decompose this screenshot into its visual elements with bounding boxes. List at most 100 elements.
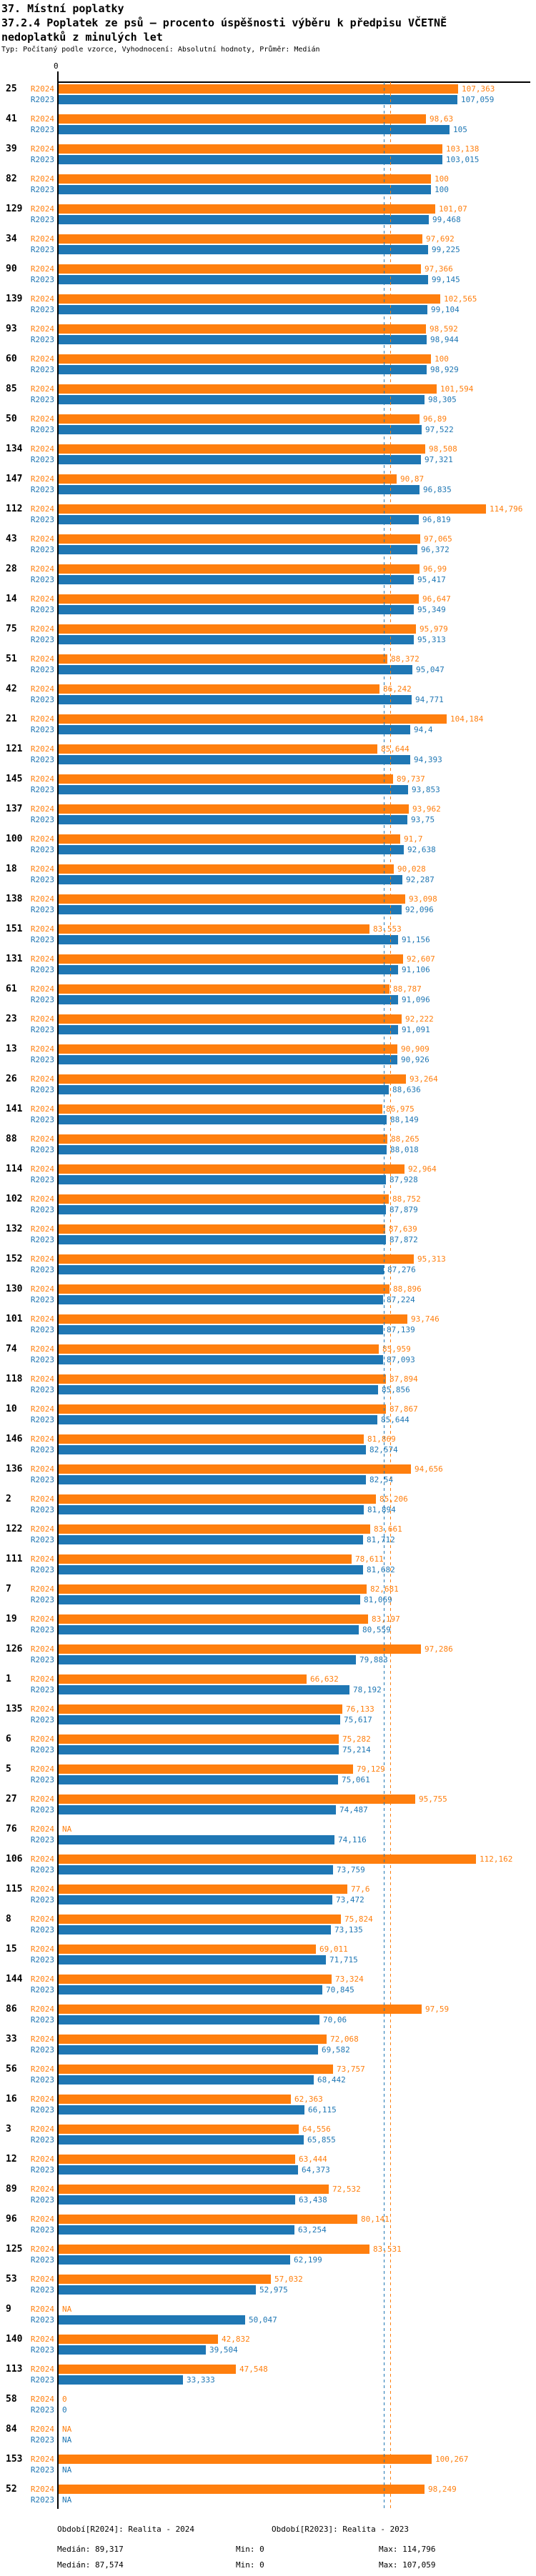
series-label-r2023: R2023 — [30, 1325, 54, 1334]
bar-r2024 — [59, 504, 486, 514]
bar-r2023 — [59, 1295, 383, 1304]
value-label-r2023: 98,944 — [430, 335, 459, 344]
series-label-r2023: R2023 — [30, 125, 54, 134]
value-label-r2023: 68,442 — [317, 2075, 346, 2085]
row-id-label: 12 — [6, 2154, 17, 2165]
bar-r2024 — [59, 174, 431, 184]
series-label-r2023: R2023 — [30, 2015, 54, 2025]
row-id-label: 15 — [6, 1944, 17, 1955]
bar-r2023 — [59, 1325, 383, 1334]
row-id-label: 86 — [6, 2004, 17, 2015]
value-label-r2023: 91,091 — [402, 1025, 430, 1034]
series-label-r2024: R2024 — [30, 714, 54, 724]
value-label-r2024: 94,656 — [415, 1464, 443, 1474]
bar-r2023 — [59, 725, 410, 734]
value-label-r2024: 93,264 — [410, 1074, 438, 1084]
row-id-label: 9 — [6, 2304, 11, 2315]
value-label-r2024: 98,592 — [430, 324, 458, 334]
value-label-r2024: 90,028 — [397, 864, 426, 874]
row-id-label: 43 — [6, 534, 17, 544]
row-id-label: 140 — [6, 2334, 23, 2345]
value-label-r2024: 89,737 — [397, 774, 425, 784]
series-label-r2024: R2024 — [30, 1554, 54, 1564]
bar-r2023 — [59, 2375, 183, 2385]
series-label-r2024: R2024 — [30, 834, 54, 844]
value-label-r2024: 87,894 — [389, 1374, 418, 1384]
value-label-r2024: NA — [62, 2305, 72, 2314]
series-label-r2024: R2024 — [30, 1824, 54, 1834]
value-label-r2024: 83,661 — [374, 1524, 402, 1534]
bar-r2024 — [59, 1044, 397, 1054]
value-label-r2023: 92,638 — [407, 845, 436, 854]
series-label-r2023: R2023 — [30, 1175, 54, 1184]
series-label-r2023: R2023 — [30, 2375, 54, 2385]
row-id-label: 138 — [6, 894, 23, 904]
row-id-label: 114 — [6, 1164, 23, 1174]
value-label-r2024: 88,372 — [391, 654, 420, 664]
series-label-r2024: R2024 — [30, 864, 54, 874]
row-id-label: 13 — [6, 1044, 17, 1054]
value-label-r2023: 94,393 — [414, 755, 442, 764]
series-label-r2023: R2023 — [30, 1535, 54, 1544]
row-id-label: 26 — [6, 1074, 17, 1084]
series-label-r2023: R2023 — [30, 365, 54, 374]
row-id-label: 137 — [6, 804, 23, 814]
bar-r2023 — [59, 1415, 377, 1424]
bar-r2023 — [59, 95, 457, 104]
series-label-r2023: R2023 — [30, 875, 54, 884]
bar-r2024 — [59, 2275, 271, 2284]
bar-r2024 — [59, 2215, 357, 2224]
value-label-r2023: 74,116 — [338, 1835, 367, 1844]
bar-r2023 — [59, 935, 398, 944]
value-label-r2023: 85,856 — [382, 1385, 410, 1394]
bar-r2023 — [59, 1895, 332, 1904]
series-label-r2023: R2023 — [30, 1925, 54, 1935]
value-label-r2023: 92,096 — [405, 905, 434, 914]
series-label-r2023: R2023 — [30, 485, 54, 494]
value-label-r2024: 87,867 — [389, 1404, 418, 1414]
bar-r2024 — [59, 1734, 339, 1744]
series-label-r2023: R2023 — [30, 1085, 54, 1094]
bar-r2023 — [59, 1505, 364, 1514]
series-label-r2024: R2024 — [30, 2005, 54, 2014]
series-label-r2023: R2023 — [30, 1265, 54, 1274]
bar-r2023 — [59, 2165, 298, 2175]
bar-r2024 — [59, 2365, 236, 2374]
value-label-r2023: 50,047 — [249, 2315, 277, 2325]
series-label-r2024: R2024 — [30, 444, 54, 454]
series-label-r2024: R2024 — [30, 1284, 54, 1294]
value-label-r2023: NA — [62, 2495, 72, 2505]
bar-r2023 — [59, 1475, 366, 1484]
value-label-r2023: 99,104 — [431, 305, 460, 314]
value-label-r2024: 85,206 — [379, 1494, 408, 1504]
series-label-r2023: R2023 — [30, 1775, 54, 1784]
value-label-r2024: 96,99 — [423, 564, 447, 574]
value-label-r2024: 72,532 — [332, 2185, 361, 2194]
row-id-label: 2 — [6, 1494, 11, 1504]
series-label-r2023: R2023 — [30, 635, 54, 644]
bar-r2023 — [59, 425, 422, 434]
bar-r2024 — [59, 1945, 316, 1954]
value-label-r2023: 82,54 — [369, 1475, 394, 1484]
value-label-r2024: 98,508 — [429, 444, 457, 454]
series-label-r2024: R2024 — [30, 1854, 54, 1864]
bar-r2023 — [59, 2225, 294, 2235]
series-label-r2023: R2023 — [30, 575, 54, 584]
value-label-r2024: 93,746 — [411, 1314, 440, 1324]
series-label-r2024: R2024 — [30, 504, 54, 514]
series-label-r2023: R2023 — [30, 1295, 54, 1304]
value-label-r2023: 100 — [435, 185, 449, 194]
value-label-r2023: 75,617 — [344, 1715, 372, 1724]
series-label-r2024: R2024 — [30, 894, 54, 904]
series-label-r2024: R2024 — [30, 1164, 54, 1174]
value-label-r2024: 97,59 — [425, 2005, 450, 2014]
bar-r2023 — [59, 245, 428, 254]
value-label-r2023: 87,276 — [387, 1265, 416, 1274]
page-title: 37. Místní poplatky — [1, 2, 124, 15]
value-label-r2023: 98,929 — [430, 365, 459, 374]
bar-r2023 — [59, 905, 402, 914]
series-label-r2023: R2023 — [30, 245, 54, 254]
bar-r2023 — [59, 395, 425, 404]
value-label-r2024: 95,313 — [417, 1254, 446, 1264]
value-label-r2024: 66,632 — [310, 1674, 339, 1684]
